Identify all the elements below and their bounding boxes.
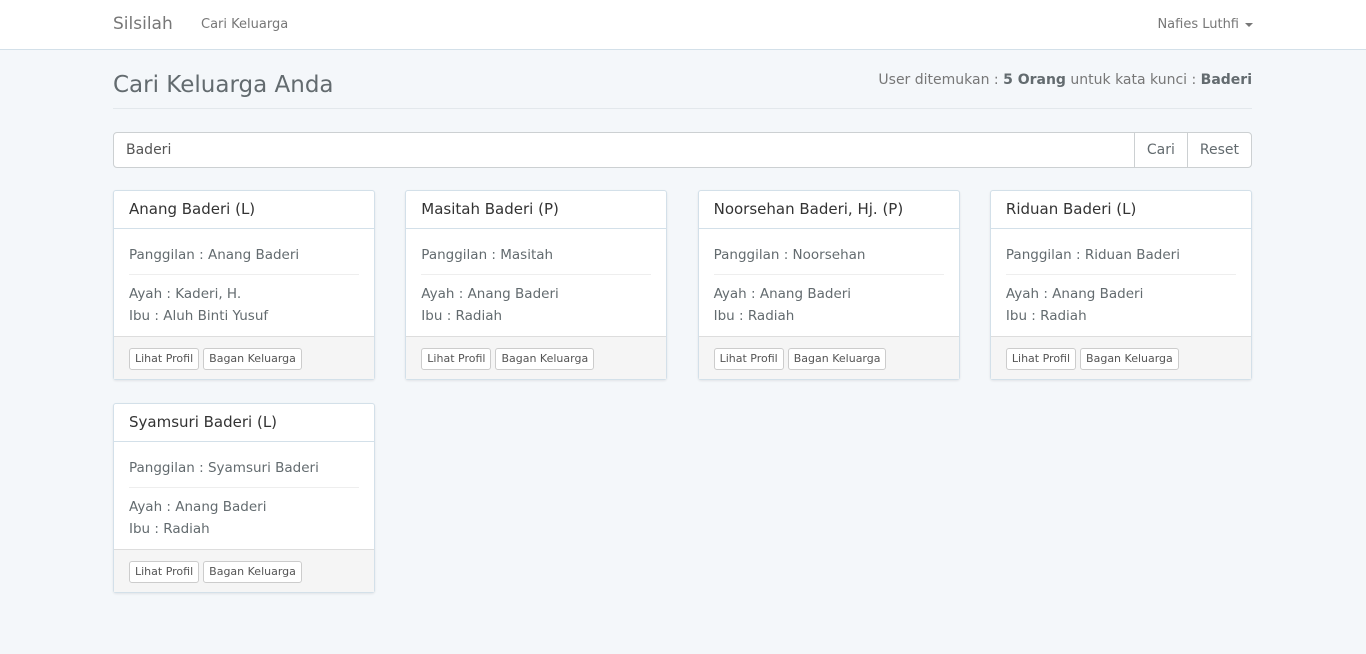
person-name: Riduan Baderi (L) (990, 191, 1251, 229)
user-name: Nafies Luthfi (1157, 17, 1239, 32)
search-keyword: Baderi (1200, 72, 1252, 88)
card-body: Panggilan : Anang Baderi Ayah : Kaderi, H… (114, 229, 374, 336)
person-name: Anang Baderi (L) (114, 191, 374, 229)
father: Ayah : Anang Baderi (129, 499, 267, 515)
person-name: Masitah Baderi (P) (406, 191, 667, 229)
search-form: Cari Reset (113, 132, 1252, 168)
view-profile-button[interactable]: Lihat Profil (129, 561, 200, 583)
family-chart-button[interactable]: Bagan Keluarga (203, 561, 302, 583)
mother: Ibu : Radiah (129, 521, 210, 537)
card-footer: Lihat Profil Bagan Keluarga (990, 336, 1251, 379)
search-input[interactable] (113, 132, 1135, 168)
card-footer: Lihat Profil Bagan Keluarga (114, 549, 374, 592)
view-profile-button[interactable]: Lihat Profil (129, 348, 200, 370)
result-count: 5 Orang (1003, 72, 1066, 88)
reset-button[interactable]: Reset (1186, 132, 1252, 168)
father: Ayah : Anang Baderi (421, 286, 559, 302)
main-content: Cari Keluarga Anda User ditemukan : 5 Or… (113, 50, 1252, 593)
mother: Ibu : Radiah (713, 308, 795, 324)
view-profile-button[interactable]: Lihat Profil (1005, 348, 1077, 370)
results-grid: Anang Baderi (L) Panggilan : Anang Bader… (113, 190, 1252, 593)
mother: Ibu : Radiah (1005, 308, 1087, 324)
person-card: Anang Baderi (L) Panggilan : Anang Bader… (113, 190, 375, 380)
person-card: Syamsuri Baderi (L) Panggilan : Syamsuri… (113, 403, 375, 593)
navbar: Silsilah Cari Keluarga Nafies Luthfi (0, 0, 1366, 50)
father: Ayah : Kaderi, H. (129, 286, 242, 302)
search-summary: User ditemukan : 5 Orang untuk kata kunc… (878, 72, 1252, 88)
card-body: Panggilan : Noorsehan Ayah : Anang Baderi… (699, 229, 959, 336)
person-name: Syamsuri Baderi (L) (114, 404, 374, 442)
mother: Ibu : Radiah (421, 308, 503, 324)
nickname: Panggilan : Anang Baderi (129, 244, 359, 275)
person-card: Riduan Baderi (L) Panggilan : Riduan Bad… (989, 190, 1252, 380)
nickname: Panggilan : Riduan Baderi (1005, 244, 1236, 275)
card-footer: Lihat Profil Bagan Keluarga (114, 336, 374, 379)
summary-mid: untuk kata kunci : (1065, 72, 1201, 88)
page-title: Cari Keluarga Anda (113, 72, 334, 98)
summary-prefix: User ditemukan : (878, 72, 1004, 88)
card-footer: Lihat Profil Bagan Keluarga (406, 336, 667, 379)
family-chart-button[interactable]: Bagan Keluarga (787, 348, 887, 370)
search-button[interactable]: Cari (1133, 132, 1188, 168)
nickname: Panggilan : Syamsuri Baderi (129, 457, 359, 488)
user-menu[interactable]: Nafies Luthfi (1157, 17, 1253, 32)
person-name: Noorsehan Baderi, Hj. (P) (698, 191, 959, 229)
nickname: Panggilan : Masitah (421, 244, 652, 275)
view-profile-button[interactable]: Lihat Profil (421, 348, 492, 370)
family-chart-button[interactable]: Bagan Keluarga (1080, 348, 1179, 370)
brand-link[interactable]: Silsilah (113, 14, 173, 34)
nickname: Panggilan : Noorsehan (713, 244, 944, 275)
card-body: Panggilan : Masitah Ayah : Anang Baderi Ib… (406, 229, 666, 336)
father: Ayah : Anang Baderi (713, 286, 852, 302)
family-chart-button[interactable]: Bagan Keluarga (495, 348, 595, 370)
view-profile-button[interactable]: Lihat Profil (713, 348, 784, 370)
person-card: Noorsehan Baderi, Hj. (P) Panggilan : No… (697, 190, 960, 380)
card-body: Panggilan : Riduan Baderi Ayah : Anang Ba… (991, 229, 1251, 336)
father: Ayah : Anang Baderi (1005, 286, 1144, 302)
nav-link-cari-keluarga[interactable]: Cari Keluarga (201, 17, 289, 32)
mother: Ibu : Aluh Binti Yusuf (129, 308, 269, 324)
person-card: Masitah Baderi (P) Panggilan : Masitah Ay… (405, 190, 668, 380)
card-body: Panggilan : Syamsuri Baderi Ayah : Anang … (114, 442, 374, 549)
card-footer: Lihat Profil Bagan Keluarga (698, 336, 959, 379)
page-header: Cari Keluarga Anda User ditemukan : 5 Or… (113, 50, 1252, 109)
caret-down-icon (1245, 22, 1253, 27)
family-chart-button[interactable]: Bagan Keluarga (203, 348, 302, 370)
